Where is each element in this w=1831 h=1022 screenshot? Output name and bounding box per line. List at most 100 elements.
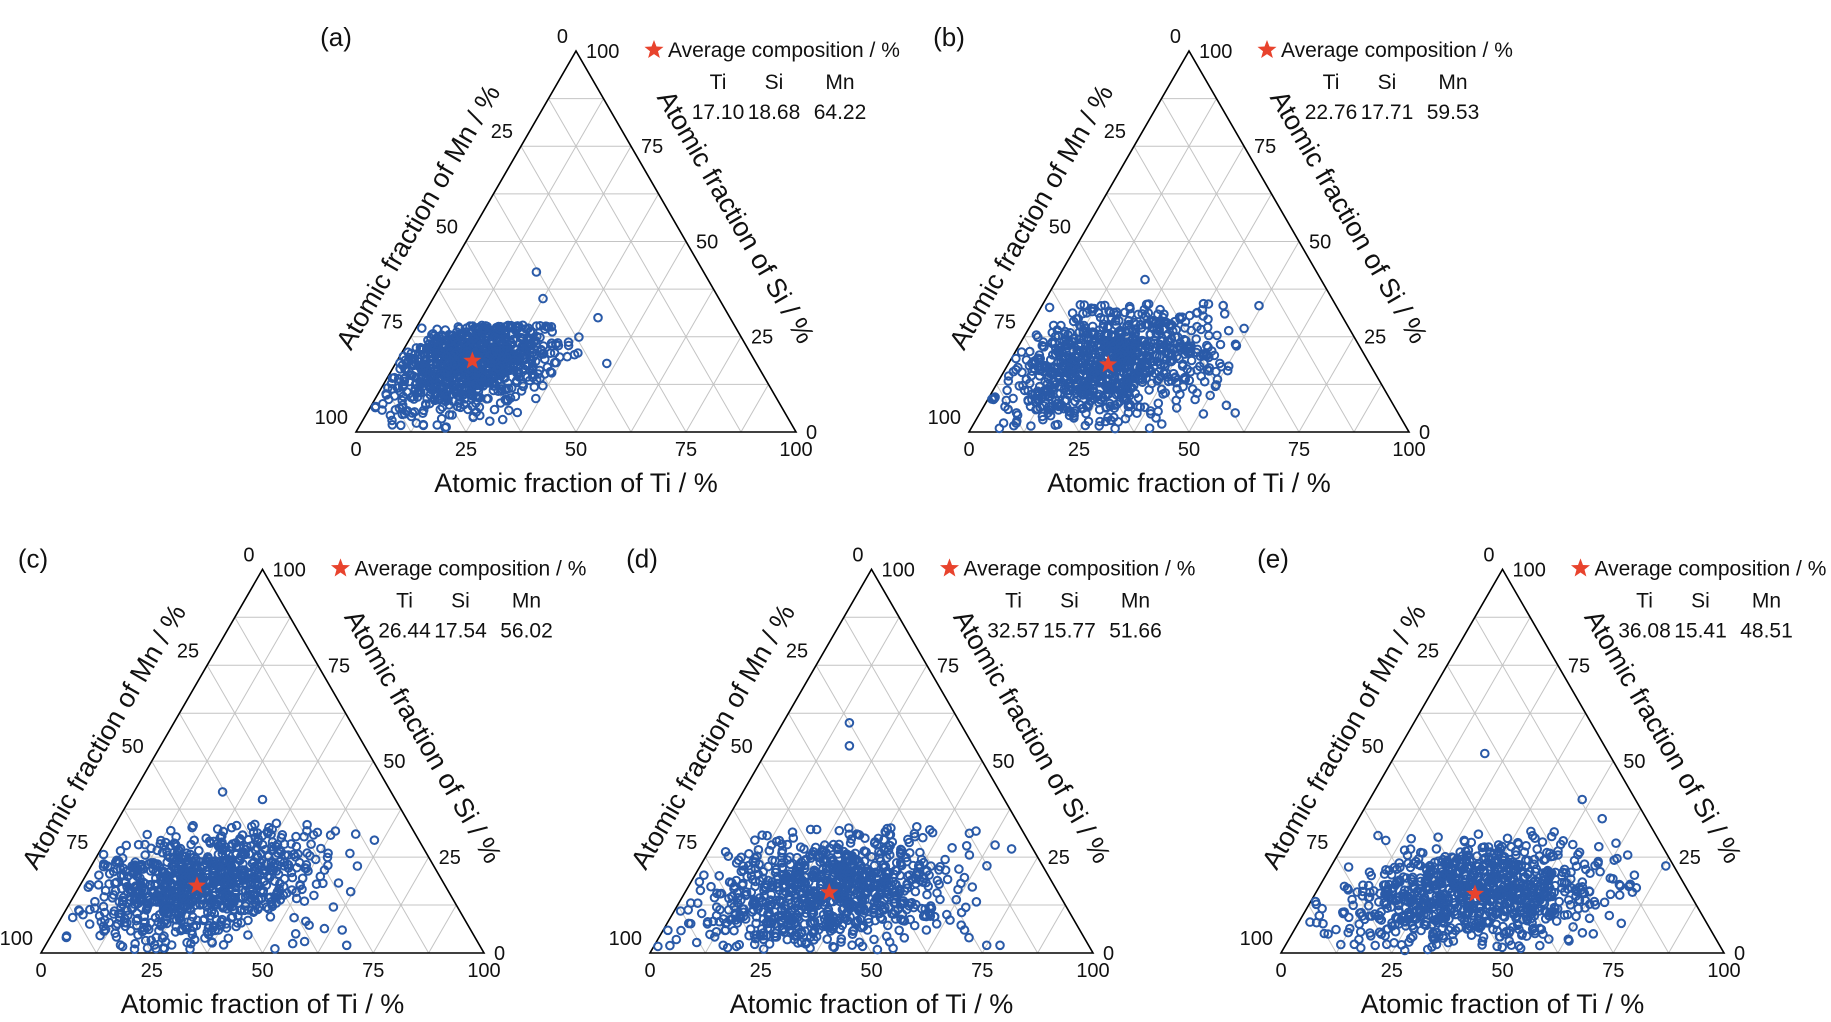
legend-value-si: 17.54 — [434, 619, 487, 642]
data-point — [255, 870, 265, 880]
data-point — [1370, 940, 1380, 951]
data-point — [823, 865, 833, 876]
data-point — [909, 828, 920, 839]
data-point — [1076, 322, 1086, 332]
data-point — [1354, 919, 1364, 929]
data-point — [750, 835, 760, 846]
legend: Average composition / %Ti32.57Si15.77Mn5… — [939, 557, 1195, 642]
data-point — [1551, 916, 1562, 926]
data-point — [853, 915, 863, 926]
data-point — [813, 849, 824, 860]
data-point — [435, 404, 446, 415]
data-point — [872, 840, 882, 850]
legend-column-header: Si — [1691, 589, 1710, 612]
data-point — [415, 386, 425, 396]
data-point — [1502, 833, 1513, 844]
data-point — [959, 872, 970, 883]
data-point — [1136, 358, 1147, 369]
scatter-points — [61, 787, 380, 955]
data-point — [486, 357, 496, 368]
data-point — [547, 340, 557, 351]
data-point — [753, 845, 764, 855]
data-point — [413, 361, 424, 371]
triangle-frame — [967, 49, 1411, 433]
data-point — [419, 378, 430, 388]
data-point — [1129, 343, 1140, 354]
data-point — [265, 912, 276, 922]
legend-title: Average composition / % — [668, 39, 900, 62]
data-point — [1190, 394, 1200, 405]
data-point — [1157, 333, 1167, 343]
data-point — [732, 888, 743, 898]
data-point — [227, 901, 237, 912]
data-point — [225, 858, 235, 868]
data-point — [323, 848, 333, 859]
data-point — [967, 882, 978, 892]
data-point — [836, 937, 846, 947]
data-point — [1456, 891, 1467, 902]
data-point — [1429, 929, 1439, 939]
data-point — [1131, 334, 1141, 344]
average-composition-star — [1099, 355, 1118, 373]
data-point — [910, 886, 921, 897]
legend-column-header: Ti — [710, 71, 727, 94]
data-point — [1144, 423, 1155, 434]
data-point — [1462, 863, 1473, 873]
data-point — [1223, 361, 1234, 372]
data-point — [1355, 927, 1366, 937]
data-point — [274, 883, 284, 894]
data-point — [815, 915, 825, 926]
data-point — [749, 930, 760, 940]
grid-line — [1161, 98, 1355, 433]
x-axis-label: Atomic fraction of Ti / % — [434, 468, 718, 498]
grid-line — [1335, 617, 1531, 954]
data-point — [1461, 874, 1471, 885]
data-point — [819, 840, 830, 850]
data-point — [593, 312, 603, 323]
data-point — [1171, 395, 1181, 406]
data-point — [104, 879, 114, 889]
data-point — [419, 349, 430, 359]
tick-label-mn: 75 — [1306, 832, 1328, 854]
tick-label-si: 25 — [439, 847, 461, 869]
data-point — [1195, 361, 1205, 372]
data-point — [125, 926, 136, 936]
data-point — [1065, 328, 1075, 338]
data-point — [918, 877, 928, 888]
data-point — [1212, 330, 1222, 341]
data-point — [226, 822, 237, 833]
data-point — [132, 920, 142, 931]
tick-label-si: 75 — [937, 655, 959, 677]
data-point — [212, 894, 223, 905]
data-point — [299, 936, 310, 947]
legend-column-header: Mn — [1752, 589, 1781, 612]
data-point — [110, 928, 120, 939]
data-point — [115, 864, 126, 875]
data-point — [180, 922, 191, 932]
data-point — [387, 373, 398, 384]
tick-label-si: 0 — [1419, 422, 1430, 444]
data-point — [942, 909, 952, 920]
data-point — [1501, 865, 1512, 876]
data-point — [304, 920, 314, 931]
data-point — [1485, 847, 1495, 858]
data-point — [990, 392, 1000, 402]
data-point — [184, 872, 195, 882]
data-point — [1392, 864, 1402, 875]
grid-line — [520, 193, 659, 433]
data-point — [1343, 885, 1353, 895]
grid-line — [1557, 808, 1642, 954]
data-point — [1490, 866, 1500, 877]
data-point — [402, 387, 412, 397]
data-point — [510, 391, 521, 402]
data-point — [766, 882, 776, 893]
data-point — [899, 898, 909, 909]
data-point — [1410, 912, 1420, 923]
data-point — [811, 931, 822, 942]
legend-column-header: Si — [765, 71, 784, 94]
data-point — [1139, 304, 1150, 315]
data-point — [1379, 869, 1390, 879]
data-point — [511, 345, 521, 355]
data-point — [685, 918, 696, 929]
data-point — [1594, 841, 1604, 852]
